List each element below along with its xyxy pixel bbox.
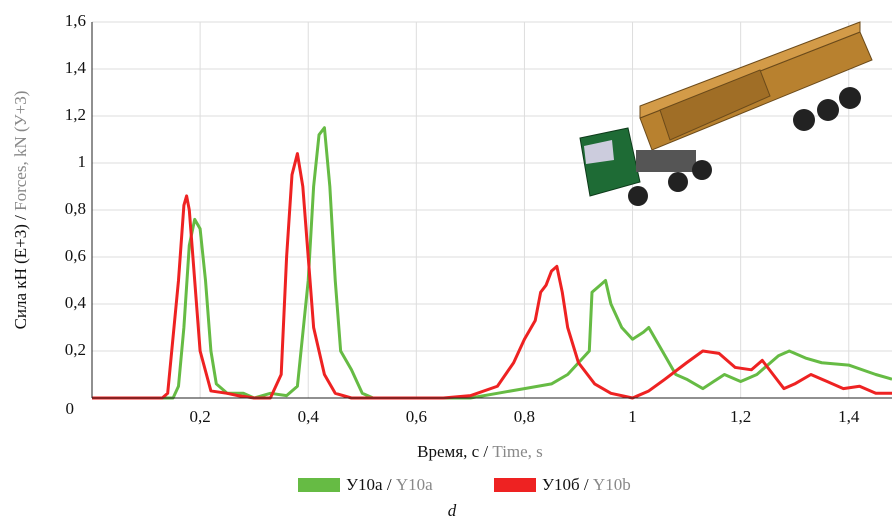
- legend-name: У10б /: [542, 475, 589, 494]
- windshield: [584, 140, 614, 164]
- x-tick-label: 0,8: [514, 407, 535, 426]
- y-tick-label: 0,8: [65, 199, 86, 218]
- grid: [92, 21, 892, 399]
- wheel: [668, 172, 688, 192]
- y-tick-label: 0,4: [65, 293, 87, 312]
- y-tick-label: 0,6: [65, 246, 86, 265]
- wheel: [817, 99, 839, 121]
- chassis: [636, 150, 696, 172]
- legend-swatch: [298, 478, 340, 492]
- x-axis-label: Время, с / Time, s: [417, 442, 543, 461]
- x-label-en: Time, s: [492, 442, 542, 461]
- y-axis-label: Сила кН (Е+3) / Forces, kN (У+3): [11, 91, 30, 330]
- truck-illustration: [579, 21, 873, 206]
- trailer-side: [639, 21, 861, 119]
- y-tick-label: 1,6: [65, 11, 86, 30]
- x-tick-label: 1: [628, 407, 637, 426]
- wheel: [628, 186, 648, 206]
- x-tick-label: 0,2: [189, 407, 210, 426]
- lines: [92, 126, 892, 400]
- caption: d: [448, 501, 457, 520]
- legend-name-en: Y10a: [396, 475, 433, 494]
- legend-name-en: Y10b: [593, 475, 631, 494]
- series-line: [92, 126, 892, 400]
- legend-swatch: [494, 478, 536, 492]
- y-label-ru: Сила кН (Е+3) /: [11, 215, 30, 330]
- legend-label: У10б / Y10b: [542, 475, 631, 494]
- legend-label: У10а / Y10a: [346, 475, 433, 494]
- wheel: [839, 87, 861, 109]
- y-tick-label: 0,2: [65, 340, 86, 359]
- wheel: [692, 160, 712, 180]
- cargo: [659, 69, 771, 141]
- series-line: [92, 152, 892, 400]
- wheel: [793, 109, 815, 131]
- y-tick-label: 0: [66, 399, 75, 418]
- x-tick-label: 0,6: [406, 407, 427, 426]
- x-label-ru: Время, с /: [417, 442, 488, 461]
- y-tick-label: 1: [78, 152, 87, 171]
- y-tick-label: 1,4: [65, 58, 87, 77]
- legend-name: У10а /: [346, 475, 392, 494]
- x-tick-label: 0,4: [298, 407, 320, 426]
- x-tick-label: 1,4: [838, 407, 860, 426]
- x-tick-label: 1,2: [730, 407, 751, 426]
- y-label-en: Forces, kN (У+3): [11, 91, 30, 211]
- y-tick-label: 1,2: [65, 105, 86, 124]
- legend: У10а / Y10a У10б / Y10b: [298, 475, 631, 494]
